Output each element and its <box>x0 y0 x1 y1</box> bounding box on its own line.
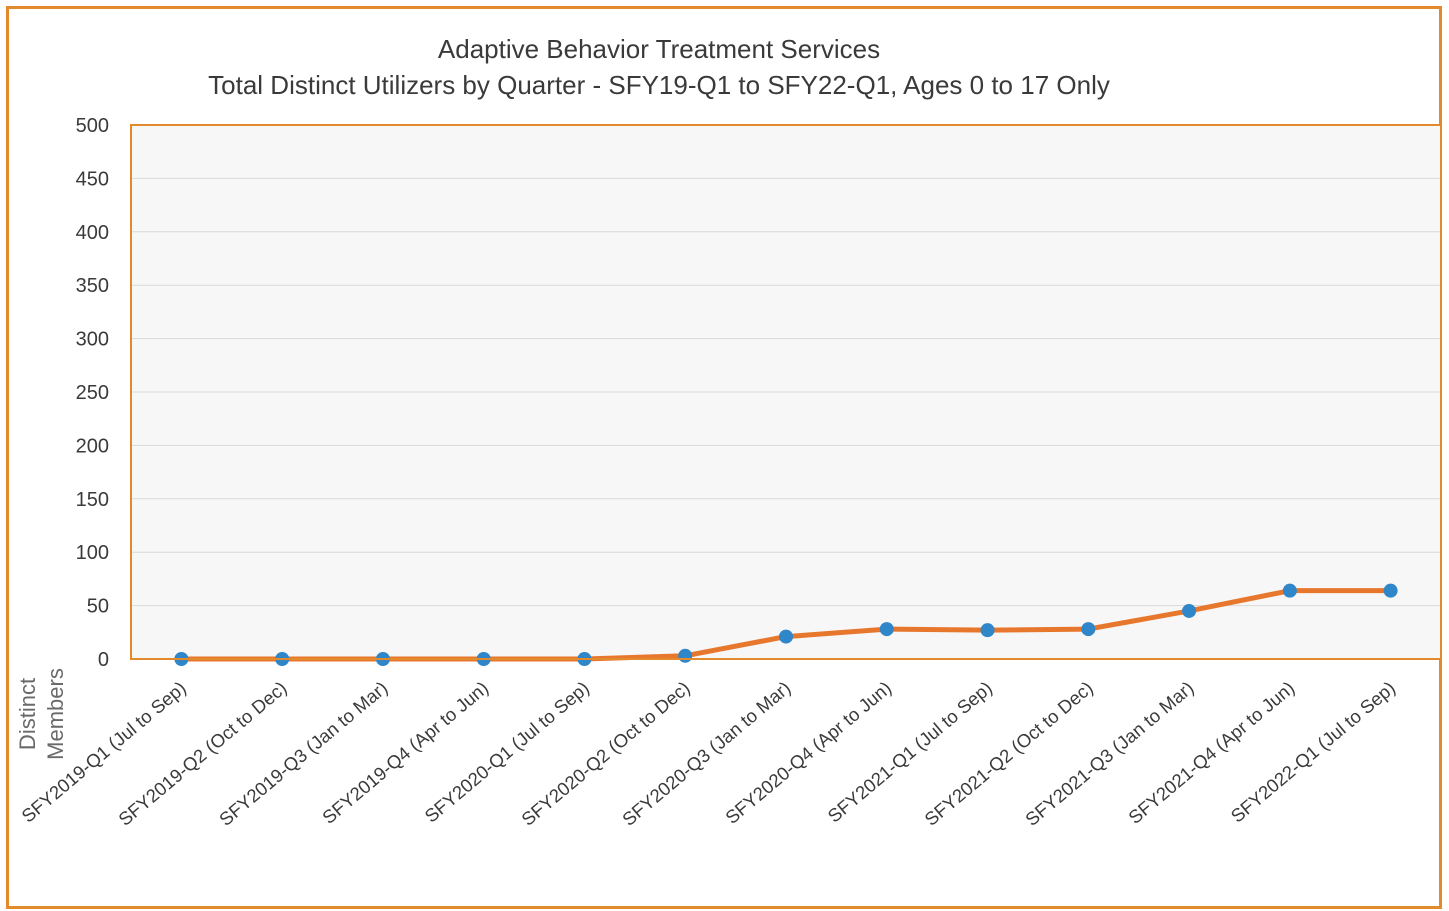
x-tick-label: SFY2019-Q3 (Jan to Mar) <box>215 677 392 830</box>
y-tick-label: 150 <box>76 489 109 511</box>
y-tick-label: 250 <box>76 382 109 404</box>
y-tick-label: 50 <box>87 596 109 618</box>
data-point[interactable] <box>779 629 793 644</box>
y-axis-label: Distinct Members <box>15 668 68 760</box>
y-axis-label-line: Members <box>43 668 68 760</box>
data-point[interactable] <box>1081 622 1096 637</box>
y-axis-label-line: Distinct <box>15 678 40 750</box>
y-tick-label: 100 <box>76 542 109 564</box>
x-tick-label: SFY2021-Q1 (Jul to Sep) <box>823 677 996 827</box>
x-tick-label: SFY2020-Q1 (Jul to Sep) <box>420 677 593 827</box>
x-tick-label: SFY2020-Q3 (Jan to Mar) <box>618 677 795 830</box>
y-tick-label: 200 <box>76 435 109 457</box>
x-tick-label: SFY2020-Q4 (Apr to Jun) <box>721 677 895 828</box>
x-tick-label: SFY2019-Q2 (Oct to Dec) <box>114 677 291 830</box>
y-tick-label: 450 <box>76 168 109 190</box>
y-tick-label: 350 <box>76 275 109 297</box>
data-point[interactable] <box>1182 603 1197 618</box>
x-tick-label: SFY2020-Q2 (Oct to Dec) <box>517 677 694 830</box>
x-tick-label: SFY2021-Q4 (Apr to Jun) <box>1124 677 1298 828</box>
data-point[interactable] <box>1383 583 1398 598</box>
y-tick-label: 0 <box>98 649 109 671</box>
y-tick-label: 300 <box>76 329 109 351</box>
x-tick-label: SFY2021-Q3 (Jan to Mar) <box>1021 677 1198 830</box>
data-point[interactable] <box>879 622 894 637</box>
chart-subtitle: Total Distinct Utilizers by Quarter - SF… <box>208 70 1110 100</box>
y-tick-label: 500 <box>76 115 109 137</box>
data-point[interactable] <box>980 623 995 638</box>
y-tick-label: 400 <box>76 222 109 244</box>
x-tick-label: SFY2022-Q1 (Jul to Sep) <box>1227 677 1400 827</box>
chart-title: Adaptive Behavior Treatment Services <box>438 34 880 64</box>
data-point[interactable] <box>1282 583 1297 598</box>
x-tick-label: SFY2019-Q4 (Apr to Jun) <box>318 677 492 828</box>
x-tick-label: SFY2021-Q2 (Oct to Dec) <box>920 677 1097 830</box>
data-point[interactable] <box>678 648 693 663</box>
